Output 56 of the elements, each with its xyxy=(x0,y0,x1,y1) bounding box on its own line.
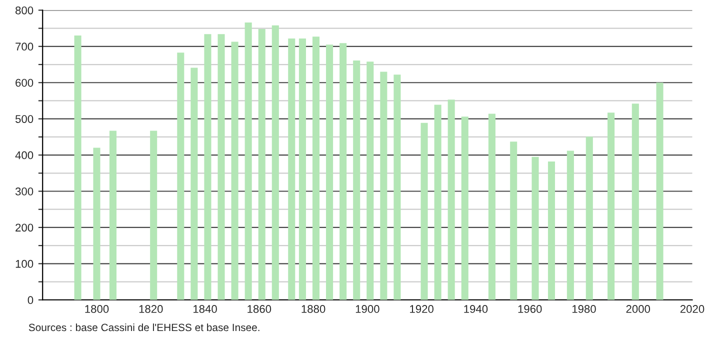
x-tick-label: 1980 xyxy=(572,305,596,313)
bar xyxy=(434,104,442,300)
x-tick-label: 1960 xyxy=(518,305,542,313)
y-tick-label: 600 xyxy=(16,78,34,87)
bar xyxy=(312,36,320,300)
bar xyxy=(177,52,184,300)
bar xyxy=(74,36,82,300)
bar xyxy=(566,150,574,300)
bar xyxy=(366,62,374,300)
bar xyxy=(420,122,428,300)
bar xyxy=(461,116,468,300)
x-tick-label: 1920 xyxy=(410,305,434,313)
x-tick-label: 1820 xyxy=(139,305,163,313)
x-tick-label: 1800 xyxy=(85,305,109,313)
bar xyxy=(548,162,556,300)
bar xyxy=(218,34,225,300)
bar xyxy=(632,104,639,300)
bar xyxy=(586,136,593,300)
bar xyxy=(380,72,388,300)
bar xyxy=(190,68,198,300)
bar xyxy=(93,148,100,300)
bar xyxy=(288,38,296,300)
bar xyxy=(488,114,496,300)
y-tick-label: 0 xyxy=(28,296,34,304)
bar xyxy=(656,82,664,300)
x-tick-label: 2020 xyxy=(680,305,704,313)
x-tick-label: 1900 xyxy=(356,305,380,313)
bar xyxy=(326,44,334,300)
x-tick-label: 1860 xyxy=(248,305,272,313)
bar xyxy=(353,60,360,300)
bar xyxy=(272,25,279,300)
y-tick-label: 800 xyxy=(16,6,34,14)
y-tick-label: 100 xyxy=(16,260,34,268)
y-tick-label: 200 xyxy=(16,224,34,232)
bar xyxy=(258,29,266,300)
bar xyxy=(298,38,306,300)
bar xyxy=(109,130,116,300)
x-tick-label: 1840 xyxy=(194,305,217,313)
x-tick-label: 1940 xyxy=(464,305,488,313)
bar xyxy=(510,142,518,300)
y-tick-label: 500 xyxy=(15,115,34,123)
y-tick-label: 700 xyxy=(16,42,34,51)
source-note: Sources : base Cassini de l'EHESS et base Insee. xyxy=(28,323,260,332)
bar xyxy=(340,43,347,300)
bar xyxy=(231,42,238,300)
bar xyxy=(394,74,401,300)
y-tick-label: 400 xyxy=(15,151,34,160)
bar xyxy=(204,34,212,300)
bar xyxy=(608,112,615,300)
bar xyxy=(244,22,252,300)
bar xyxy=(448,100,455,300)
bar xyxy=(150,130,158,300)
x-tick-label: 2000 xyxy=(626,305,650,313)
y-tick-label: 300 xyxy=(15,188,34,196)
bar xyxy=(532,156,539,300)
x-tick-label: 1880 xyxy=(302,305,326,313)
